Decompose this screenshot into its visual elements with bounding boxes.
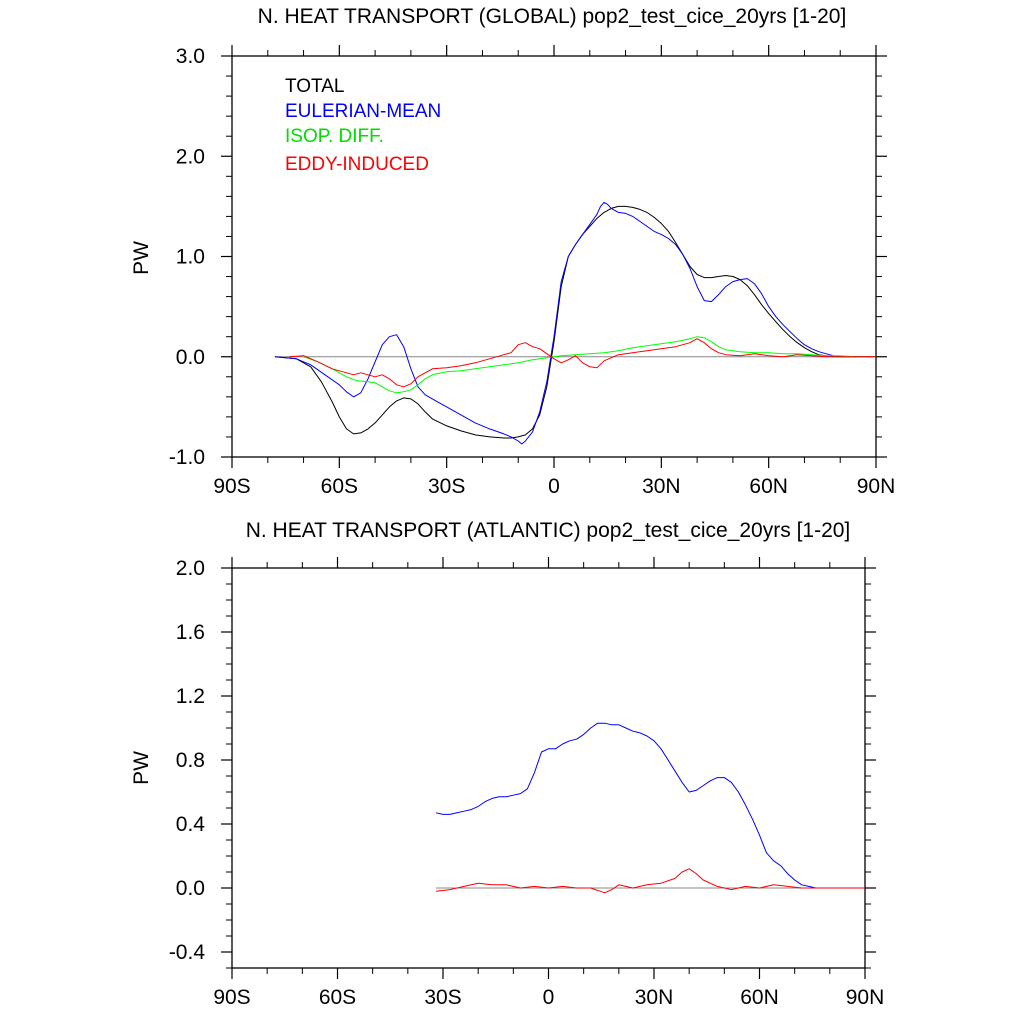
atlantic-panel: N. HEAT TRANSPORT (ATLANTIC) pop2_test_c… <box>130 519 884 1009</box>
atlantic-series <box>435 722 865 894</box>
atlantic-y-axis-label: PW <box>130 751 153 785</box>
global-y-tick-labels: -1.0 0.0 1.0 2.0 3.0 <box>169 45 205 469</box>
x-tick-label-30n: 30N <box>642 475 681 498</box>
atlantic-y-tick-labels: -0.4 0.0 0.4 0.8 1.2 1.6 2.0 <box>169 557 206 964</box>
x-tick-label-90s: 90S <box>213 986 250 1009</box>
x-tick-label-30n: 30N <box>635 986 674 1009</box>
x-tick-label-90s: 90S <box>213 475 250 498</box>
series-line-eulerian-mean <box>435 722 865 889</box>
x-tick-label-30s: 30S <box>424 986 461 1009</box>
x-tick-label-0: 0 <box>548 475 560 498</box>
atlantic-x-tick-labels: 90S 60S 30S 0 30N 60N 90N <box>213 986 884 1009</box>
series-line-eulerian-mean <box>274 201 876 445</box>
x-tick-label-60n: 60N <box>740 986 779 1009</box>
x-tick-label-90n: 90N <box>846 986 885 1009</box>
x-tick-label-60s: 60S <box>319 986 356 1009</box>
global-y-axis-label: PW <box>130 241 153 275</box>
y-tick-label: 0.0 <box>176 346 205 369</box>
atlantic-ticks <box>221 557 876 979</box>
y-tick-label: 3.0 <box>176 45 205 68</box>
global-series <box>274 201 876 445</box>
series-line-eddy-induced <box>289 338 876 388</box>
legend-eddy-induced: EDDY-INDUCED <box>285 154 429 175</box>
x-tick-label-30s: 30S <box>428 475 465 498</box>
y-tick-label: 0.8 <box>176 749 205 772</box>
global-chart-title: N. HEAT TRANSPORT (GLOBAL) pop2_test_cic… <box>258 5 847 28</box>
series-line-eddy-induced <box>435 868 865 894</box>
y-tick-label: 1.2 <box>176 685 205 708</box>
global-legend: TOTAL EULERIAN-MEAN ISOP. DIFF. EDDY-IND… <box>285 76 441 175</box>
x-tick-label-90n: 90N <box>857 475 896 498</box>
atlantic-chart-title: N. HEAT TRANSPORT (ATLANTIC) pop2_test_c… <box>246 519 851 542</box>
series-line-isop-diff <box>303 336 876 394</box>
y-tick-label: 2.0 <box>176 145 205 168</box>
series-line-total <box>274 205 876 439</box>
global-x-tick-labels: 90S 60S 30S 0 30N 60N 90N <box>213 475 895 498</box>
y-tick-label: -0.4 <box>169 941 206 964</box>
global-ticks <box>221 45 887 468</box>
legend-eulerian-mean: EULERIAN-MEAN <box>285 101 441 122</box>
legend-isop-diff: ISOP. DIFF. <box>285 126 384 147</box>
x-tick-label-0: 0 <box>543 986 555 1009</box>
y-tick-label: 1.6 <box>176 621 205 644</box>
y-tick-label: 0.0 <box>176 877 205 900</box>
y-tick-label: 0.4 <box>176 813 206 836</box>
x-tick-label-60s: 60S <box>321 475 358 498</box>
atlantic-plot-frame <box>231 567 866 969</box>
y-tick-label: -1.0 <box>169 446 205 469</box>
y-tick-label: 2.0 <box>176 557 205 580</box>
legend-total: TOTAL <box>285 76 344 97</box>
global-panel: N. HEAT TRANSPORT (GLOBAL) pop2_test_cic… <box>130 5 895 498</box>
x-tick-label-60n: 60N <box>749 475 788 498</box>
y-tick-label: 1.0 <box>176 246 205 269</box>
